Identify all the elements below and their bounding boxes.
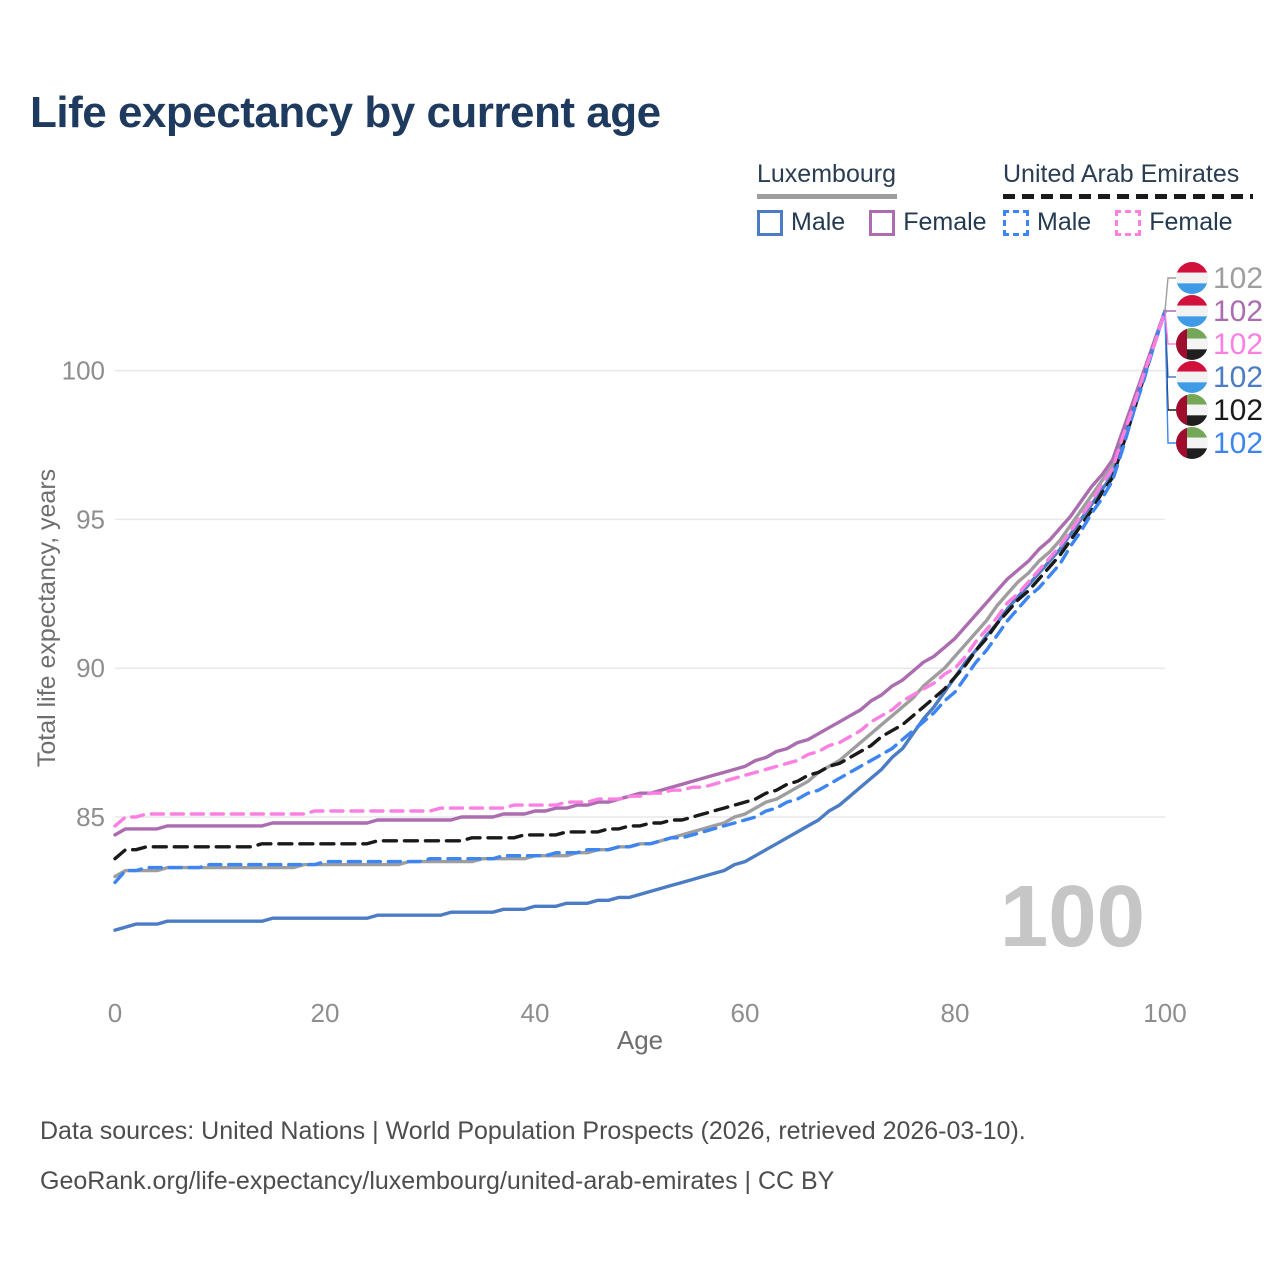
- end-label-leader-lux-total: [1164, 277, 1176, 312]
- footer-attribution: GeoRank.org/life-expectancy/luxembourg/u…: [40, 1167, 835, 1195]
- legend-group-luxembourg: Luxembourg Male Female: [757, 160, 987, 237]
- legend-group-united-arab-emirates: United Arab Emirates Male Female: [1003, 160, 1253, 237]
- legend-swatch-luxembourg-male: [757, 209, 783, 236]
- legend-item-luxembourg-male[interactable]: Male: [757, 208, 845, 237]
- legend-label-luxembourg-female: Female: [903, 208, 987, 236]
- legend-label-luxembourg-male: Male: [791, 208, 846, 236]
- legend-item-luxembourg-female[interactable]: Female: [869, 208, 987, 237]
- flag-uae-icon: [1176, 427, 1208, 459]
- legend-underline-luxembourg: [757, 194, 897, 199]
- end-label-value-lux-male: 102: [1213, 361, 1263, 394]
- series-line-uae-male[interactable]: [113, 309, 1167, 885]
- legend-header-luxembourg[interactable]: Luxembourg: [757, 160, 896, 188]
- series-line-lux-total[interactable]: [113, 309, 1167, 879]
- legend-swatch-uae-male: [1003, 209, 1029, 236]
- hover-age-watermark: 100: [1000, 868, 1145, 965]
- series-line-lux-female[interactable]: [113, 309, 1167, 837]
- x-axis-title: Age: [617, 1025, 663, 1055]
- flag-luxembourg-icon: [1176, 295, 1208, 327]
- flag-luxembourg-icon: [1176, 361, 1208, 393]
- end-label-leader-uae-male: [1164, 311, 1176, 444]
- y-tick-label-85: 85: [76, 802, 105, 832]
- end-label-value-uae-female: 102: [1213, 328, 1263, 361]
- footer-data-sources: Data sources: United Nations | World Pop…: [40, 1117, 1026, 1145]
- end-label-value-uae-male: 102: [1213, 427, 1263, 460]
- x-tick-label-0: 0: [108, 998, 122, 1028]
- y-tick-label-95: 95: [76, 504, 105, 534]
- legend-item-uae-male[interactable]: Male: [1003, 208, 1091, 237]
- flag-uae-icon: [1176, 328, 1208, 360]
- end-label-leader-uae-female: [1164, 311, 1176, 345]
- legend-label-uae-female: Female: [1149, 208, 1233, 236]
- x-tick-label-20: 20: [311, 998, 340, 1028]
- series-line-uae-female[interactable]: [113, 309, 1167, 828]
- legend-header-united-arab-emirates[interactable]: United Arab Emirates: [1003, 160, 1240, 188]
- legend-swatch-uae-female: [1115, 209, 1142, 236]
- series-line-uae-total[interactable]: [113, 309, 1167, 861]
- end-label-value-lux-total: 102: [1213, 262, 1263, 295]
- y-tick-label-100: 100: [62, 356, 105, 386]
- legend-underline-united-arab-emirates: [1003, 194, 1253, 199]
- end-label-value-uae-total: 102: [1213, 394, 1263, 427]
- flag-uae-icon: [1176, 394, 1208, 426]
- flag-luxembourg-icon: [1176, 262, 1208, 294]
- page-title: Life expectancy by current age: [30, 88, 661, 137]
- legend-item-uae-female[interactable]: Female: [1115, 208, 1233, 237]
- y-axis-title: Total life expectancy, years: [33, 469, 61, 767]
- x-tick-label-60: 60: [731, 998, 760, 1028]
- x-tick-label-40: 40: [521, 998, 550, 1028]
- footer: Data sources: United Nations | World Pop…: [40, 1106, 1026, 1206]
- x-tick-label-80: 80: [941, 998, 970, 1028]
- end-label-value-lux-female: 102: [1213, 295, 1263, 328]
- x-tick-label-100: 100: [1143, 998, 1186, 1028]
- legend-label-uae-male: Male: [1037, 208, 1092, 236]
- y-tick-label-90: 90: [76, 653, 105, 683]
- legend-swatch-luxembourg-female: [869, 209, 896, 236]
